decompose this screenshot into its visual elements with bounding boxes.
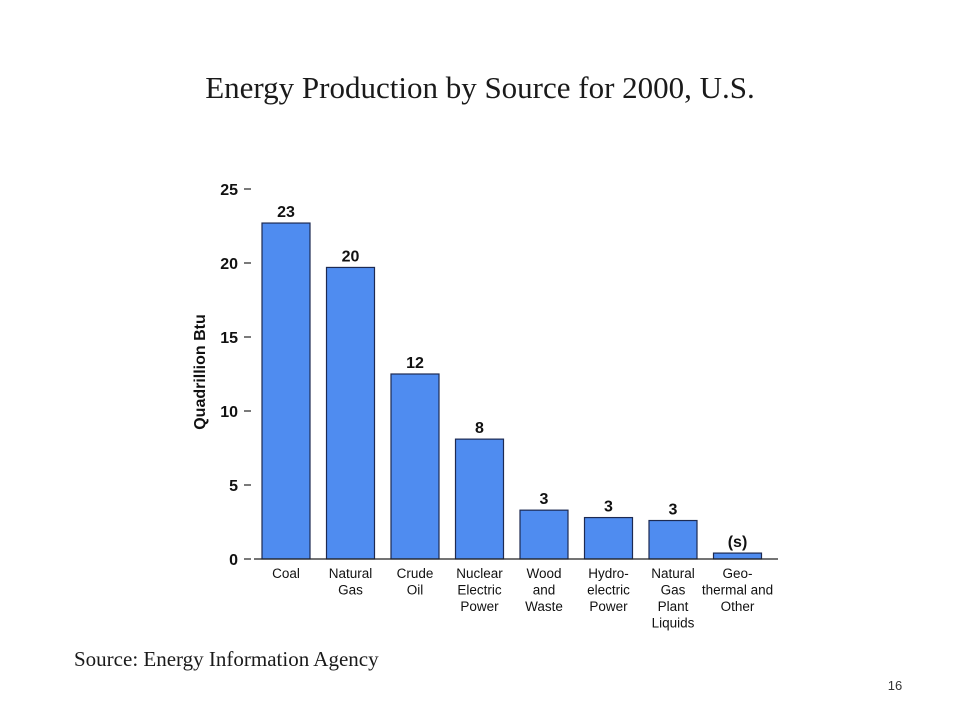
y-tick-label: 15 <box>220 330 238 347</box>
data-label: (s) <box>728 534 748 551</box>
y-axis: 0 5 10 15 20 25 <box>220 182 251 569</box>
x-category-label: Coal <box>272 566 300 581</box>
data-label: 20 <box>342 248 360 265</box>
data-label: 3 <box>540 491 549 508</box>
data-label: 23 <box>277 204 295 221</box>
source-note: Source: Energy Information Agency <box>74 647 379 671</box>
bars <box>261 222 763 560</box>
x-category-label: Electric <box>457 583 502 598</box>
data-labels: 23 20 12 8 3 3 3 (s) <box>277 204 747 551</box>
bar <box>583 516 634 560</box>
slide-title: Energy Production by Source for 2000, U.… <box>205 70 755 105</box>
bar <box>261 222 311 560</box>
x-category-label: Gas <box>338 583 363 598</box>
y-tick-label: 5 <box>229 478 238 495</box>
x-category-label: Other <box>721 599 755 614</box>
x-category-label: Wood <box>526 566 561 581</box>
x-category-label: Liquids <box>652 616 695 631</box>
y-tick-label: 20 <box>220 256 238 273</box>
bar <box>519 509 569 560</box>
y-tick-label: 10 <box>220 404 238 421</box>
bar <box>648 519 698 560</box>
data-label: 8 <box>475 420 484 437</box>
x-category-label: Nuclear <box>456 566 503 581</box>
x-category-label: Natural <box>651 566 695 581</box>
x-category-label: Waste <box>525 599 563 614</box>
data-label: 12 <box>406 355 424 372</box>
x-category-label: Hydro- <box>588 566 629 581</box>
y-tick-label: 0 <box>229 552 238 569</box>
x-category-label: Plant <box>658 599 689 614</box>
bar <box>390 373 440 560</box>
y-tick-label: 25 <box>220 182 238 199</box>
x-category-label: Crude <box>397 566 434 581</box>
category-labels: Coal NaturalGasCrudeOilNuclearElectricPow… <box>272 566 773 631</box>
bar <box>454 438 505 560</box>
bar <box>325 266 376 560</box>
x-category-label: electric <box>587 583 630 598</box>
x-category-label: Oil <box>407 583 424 598</box>
x-category-label: Geo- <box>722 566 752 581</box>
x-category-label: Natural <box>329 566 373 581</box>
x-category-label: thermal and <box>702 583 773 598</box>
x-category-label: Power <box>460 599 499 614</box>
data-label: 3 <box>669 502 678 519</box>
x-category-label: and <box>533 583 556 598</box>
bar <box>712 552 763 560</box>
y-axis-label: Quadrillion Btu <box>192 314 209 430</box>
page-number: 16 <box>887 678 903 693</box>
data-label: 3 <box>604 499 613 516</box>
x-category-label: Power <box>589 599 628 614</box>
x-category-label: Gas <box>661 583 686 598</box>
